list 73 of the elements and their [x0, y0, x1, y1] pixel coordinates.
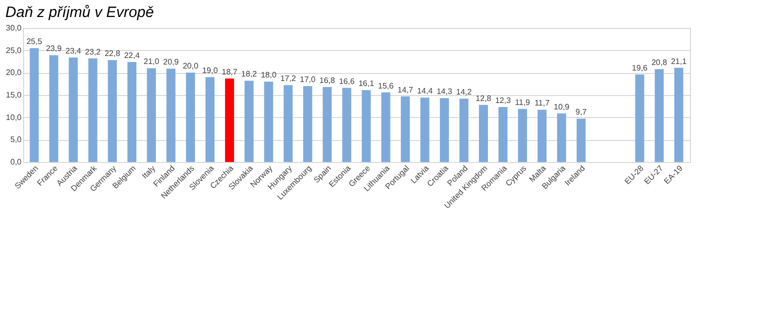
bar [146, 68, 156, 162]
data-label: 25,5 [26, 37, 43, 46]
data-label: 14,4 [417, 86, 434, 96]
data-label: 10,9 [554, 102, 570, 112]
bar [654, 69, 664, 162]
data-label: 12,3 [495, 96, 512, 106]
bar [322, 86, 332, 162]
bar [674, 68, 684, 162]
data-label: 16,8 [319, 76, 336, 85]
y-tick-label: 25,0 [6, 46, 22, 55]
bar [342, 88, 352, 162]
bar [206, 77, 215, 162]
data-label: 18,7 [222, 67, 238, 76]
data-label: 21,1 [670, 56, 688, 66]
data-label: 16,1 [358, 79, 375, 88]
bar [244, 80, 254, 162]
bar [576, 118, 586, 162]
data-label: 15,6 [378, 81, 394, 90]
data-label: 23,4 [66, 46, 82, 56]
data-label: 21,0 [144, 57, 160, 66]
bar [30, 48, 39, 162]
bar [108, 60, 117, 162]
bar [225, 78, 234, 162]
y-tick-label: 20,0 [6, 68, 22, 78]
bar [381, 92, 390, 162]
bar [478, 104, 488, 162]
data-label: 14,7 [398, 85, 414, 94]
bar [498, 107, 508, 162]
bar [186, 72, 195, 162]
data-label: 14,3 [436, 87, 453, 96]
y-tick-label: 15,0 [6, 90, 22, 100]
bar [68, 57, 78, 162]
data-label: 9,7 [576, 108, 588, 117]
data-label: 12,8 [476, 94, 492, 103]
bar [518, 108, 528, 162]
data-label: 20,9 [163, 58, 180, 67]
bar [264, 82, 274, 162]
bar [440, 98, 449, 162]
data-label: 22,8 [104, 49, 121, 58]
y-tick-label: 30,0 [6, 24, 22, 32]
data-label: 17,2 [280, 74, 296, 84]
data-label: 19,6 [632, 63, 648, 72]
bar [284, 85, 293, 162]
data-label: 16,6 [338, 76, 356, 86]
bar [420, 98, 430, 162]
x-tick-label: Italy [140, 164, 158, 181]
bar [303, 86, 312, 162]
data-label: 20,0 [182, 62, 199, 71]
data-label: 11,7 [534, 98, 550, 108]
chart-title: Daň z příjmů v Evropě [5, 4, 154, 21]
data-label: 19,0 [202, 66, 218, 76]
y-tick-label: 0,0 [10, 158, 22, 166]
data-label: 20,8 [651, 58, 668, 68]
bar [557, 113, 566, 162]
data-label: 17,0 [300, 75, 316, 84]
data-label: 23,9 [46, 44, 62, 54]
data-label: 22,4 [124, 50, 140, 60]
bar [49, 55, 58, 162]
y-tick-label: 5,0 [10, 135, 22, 144]
data-label: 18,2 [241, 70, 258, 79]
data-label: 11,9 [515, 98, 531, 107]
bar [400, 96, 410, 162]
data-label: 14,2 [456, 88, 472, 97]
data-label: 18,0 [260, 70, 277, 80]
bar [538, 110, 547, 162]
bar [362, 90, 371, 162]
bar [459, 98, 468, 162]
data-label: 23,2 [85, 47, 102, 56]
bar [88, 58, 98, 162]
bar [166, 68, 176, 162]
bar [635, 74, 644, 162]
y-tick-label: 10,0 [6, 112, 22, 122]
bar [127, 62, 136, 162]
